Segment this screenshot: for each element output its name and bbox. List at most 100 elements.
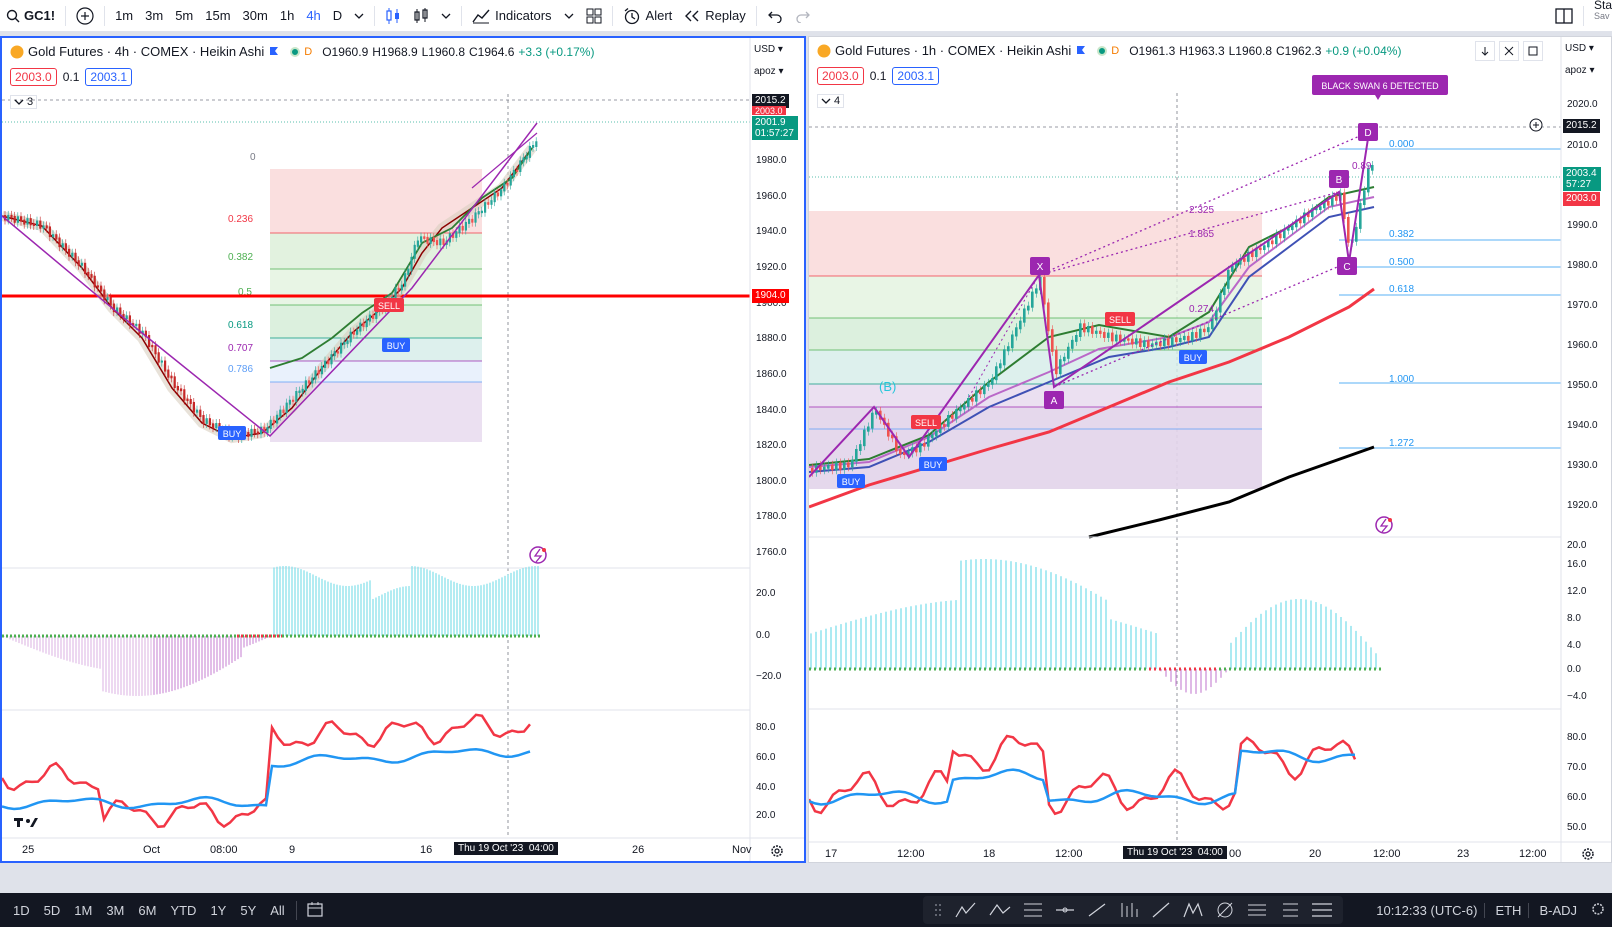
save-button[interactable]: Sta Sav (1588, 0, 1612, 32)
restore-button[interactable] (1523, 41, 1543, 61)
session-toggle[interactable]: ETH (1484, 902, 1528, 918)
range-1y[interactable]: 1Y (210, 902, 227, 918)
market-status-icon[interactable] (290, 46, 301, 57)
right-chart-canvas[interactable]: 0.000 0.382 0.500 0.618 1.000 1.272 2.32… (809, 37, 1611, 862)
market-status-icon[interactable] (1097, 45, 1108, 56)
price-candle (1307, 212, 1310, 218)
price-candle (927, 436, 930, 447)
indicators-label: Indicators (495, 8, 552, 23)
left-currency-select[interactable]: USD ▾ (754, 44, 783, 55)
move-down-button[interactable] (1475, 41, 1495, 61)
right-currency-select[interactable]: USD ▾ (1565, 43, 1594, 54)
left-sell-button[interactable]: 2003.0 (10, 68, 57, 86)
left-settings-button[interactable] (770, 844, 784, 863)
interval-30m[interactable]: 30m (242, 8, 268, 23)
lines-icon[interactable] (1247, 901, 1267, 919)
right-collapse-toggle[interactable]: 4 (817, 94, 845, 108)
interval-dropdown[interactable] (348, 0, 370, 32)
interval-d[interactable]: D (332, 8, 343, 23)
horizontal-line-icon[interactable] (1055, 901, 1075, 919)
range-ytd[interactable]: YTD (170, 902, 197, 918)
interval-1m[interactable]: 1m (115, 8, 134, 23)
right-chart-pane[interactable]: 0.000 0.382 0.500 0.618 1.000 1.272 2.32… (808, 36, 1612, 863)
fib-label-0786: 0.786 (228, 364, 253, 375)
maximize-button[interactable] (1499, 41, 1519, 61)
price-candle (1139, 338, 1142, 347)
chart-style-dropdown[interactable] (435, 0, 457, 32)
left-chart-pane[interactable]: 0 0.236 0.382 0.5 0.618 0.707 0.786 SELL… (0, 36, 806, 863)
redo-button[interactable] (789, 0, 817, 32)
price-candle (250, 428, 253, 437)
menu-icon[interactable] (1311, 901, 1333, 919)
left-symbol-title[interactable]: Gold Futures · 4h · COMEX · Heikin Ashi (28, 44, 265, 59)
clock-timezone[interactable]: 10:12:33 (UTC-6) (1376, 902, 1478, 918)
indicators-button[interactable]: Indicators (466, 0, 557, 32)
interval-1h[interactable]: 1h (279, 8, 295, 23)
indicators-dropdown[interactable] (558, 0, 580, 32)
right-time-tick: 20 (1309, 848, 1322, 860)
price-candle (269, 419, 272, 430)
undo-button[interactable] (761, 0, 789, 32)
measure-icon[interactable] (1119, 901, 1139, 919)
range-5y[interactable]: 5Y (240, 902, 257, 918)
price-candle (343, 341, 346, 345)
price-candle (1091, 325, 1094, 334)
range-6m[interactable]: 6M (138, 902, 157, 918)
interval-15m[interactable]: 15m (205, 8, 231, 23)
data-delay-icon[interactable]: D (1111, 44, 1120, 57)
interval-5m[interactable]: 5m (175, 8, 194, 23)
interval-3m[interactable]: 3m (145, 8, 164, 23)
left-chart-canvas[interactable]: 0 0.236 0.382 0.5 0.618 0.707 0.786 SELL… (2, 38, 804, 861)
flag-icon[interactable] (268, 46, 280, 58)
gann-icon[interactable] (1215, 901, 1235, 919)
price-candle (128, 315, 131, 326)
add-symbol-button[interactable] (70, 0, 100, 32)
price-candle (416, 240, 419, 247)
left-time-tick: 9 (289, 844, 296, 856)
right-sell-button[interactable]: 2003.0 (817, 67, 864, 85)
price-candle (404, 273, 407, 287)
interval-4h[interactable]: 4h (306, 8, 321, 23)
right-symbol-title[interactable]: Gold Futures · 1h · COMEX · Heikin Ashi (835, 43, 1072, 58)
trend-line-icon[interactable] (1151, 901, 1171, 919)
range-all[interactable]: All (270, 902, 285, 918)
fib-retracement-icon[interactable] (1023, 901, 1043, 919)
ray-icon[interactable] (1087, 901, 1107, 919)
lightning-icon[interactable] (1375, 516, 1393, 534)
flag-icon[interactable] (1075, 45, 1087, 57)
elliott-wave-icon[interactable] (955, 901, 977, 919)
chart-type-button[interactable] (379, 0, 407, 32)
price-candle (1083, 323, 1086, 333)
fullscreen-button[interactable] (1549, 0, 1579, 32)
left-scale-select[interactable]: apoz ▾ (754, 66, 784, 77)
list-icon[interactable] (1279, 901, 1299, 919)
range-1m[interactable]: 1M (74, 902, 93, 918)
right-signal-buy-3: BUY (842, 477, 861, 487)
crosshair-add-button[interactable] (1529, 118, 1543, 137)
right-buy-button[interactable]: 2003.1 (892, 67, 940, 85)
left-collapse-toggle[interactable]: 3 (10, 95, 38, 109)
alert-button[interactable]: Alert (617, 0, 679, 32)
symbol-search[interactable]: GC1! (0, 0, 61, 32)
adjustment-toggle[interactable]: B-ADJ (1528, 902, 1584, 918)
lightning-icon[interactable] (529, 546, 547, 564)
data-delay-icon[interactable]: D (304, 45, 313, 58)
layout-button[interactable] (580, 0, 608, 32)
xabcd-pattern-icon[interactable] (1183, 901, 1203, 919)
price-candle (1231, 265, 1234, 272)
settings-button[interactable] (1584, 902, 1612, 919)
right-scale-select[interactable]: apoz ▾ (1565, 65, 1595, 76)
right-settings-button[interactable] (1581, 847, 1595, 866)
left-buy-button[interactable]: 2003.1 (85, 68, 133, 86)
abc-pattern-icon[interactable] (989, 901, 1011, 919)
chart-style-button[interactable] (407, 0, 435, 32)
range-3m[interactable]: 3M (106, 902, 125, 918)
range-5d[interactable]: 5D (43, 902, 61, 918)
replay-button[interactable]: Replay (678, 0, 751, 32)
price-candle (279, 409, 282, 417)
dots-icon[interactable] (933, 902, 943, 918)
price-candle (851, 459, 854, 468)
price-candle (1275, 233, 1278, 245)
range-1d[interactable]: 1D (13, 902, 30, 918)
date-range-button[interactable] (295, 900, 330, 920)
